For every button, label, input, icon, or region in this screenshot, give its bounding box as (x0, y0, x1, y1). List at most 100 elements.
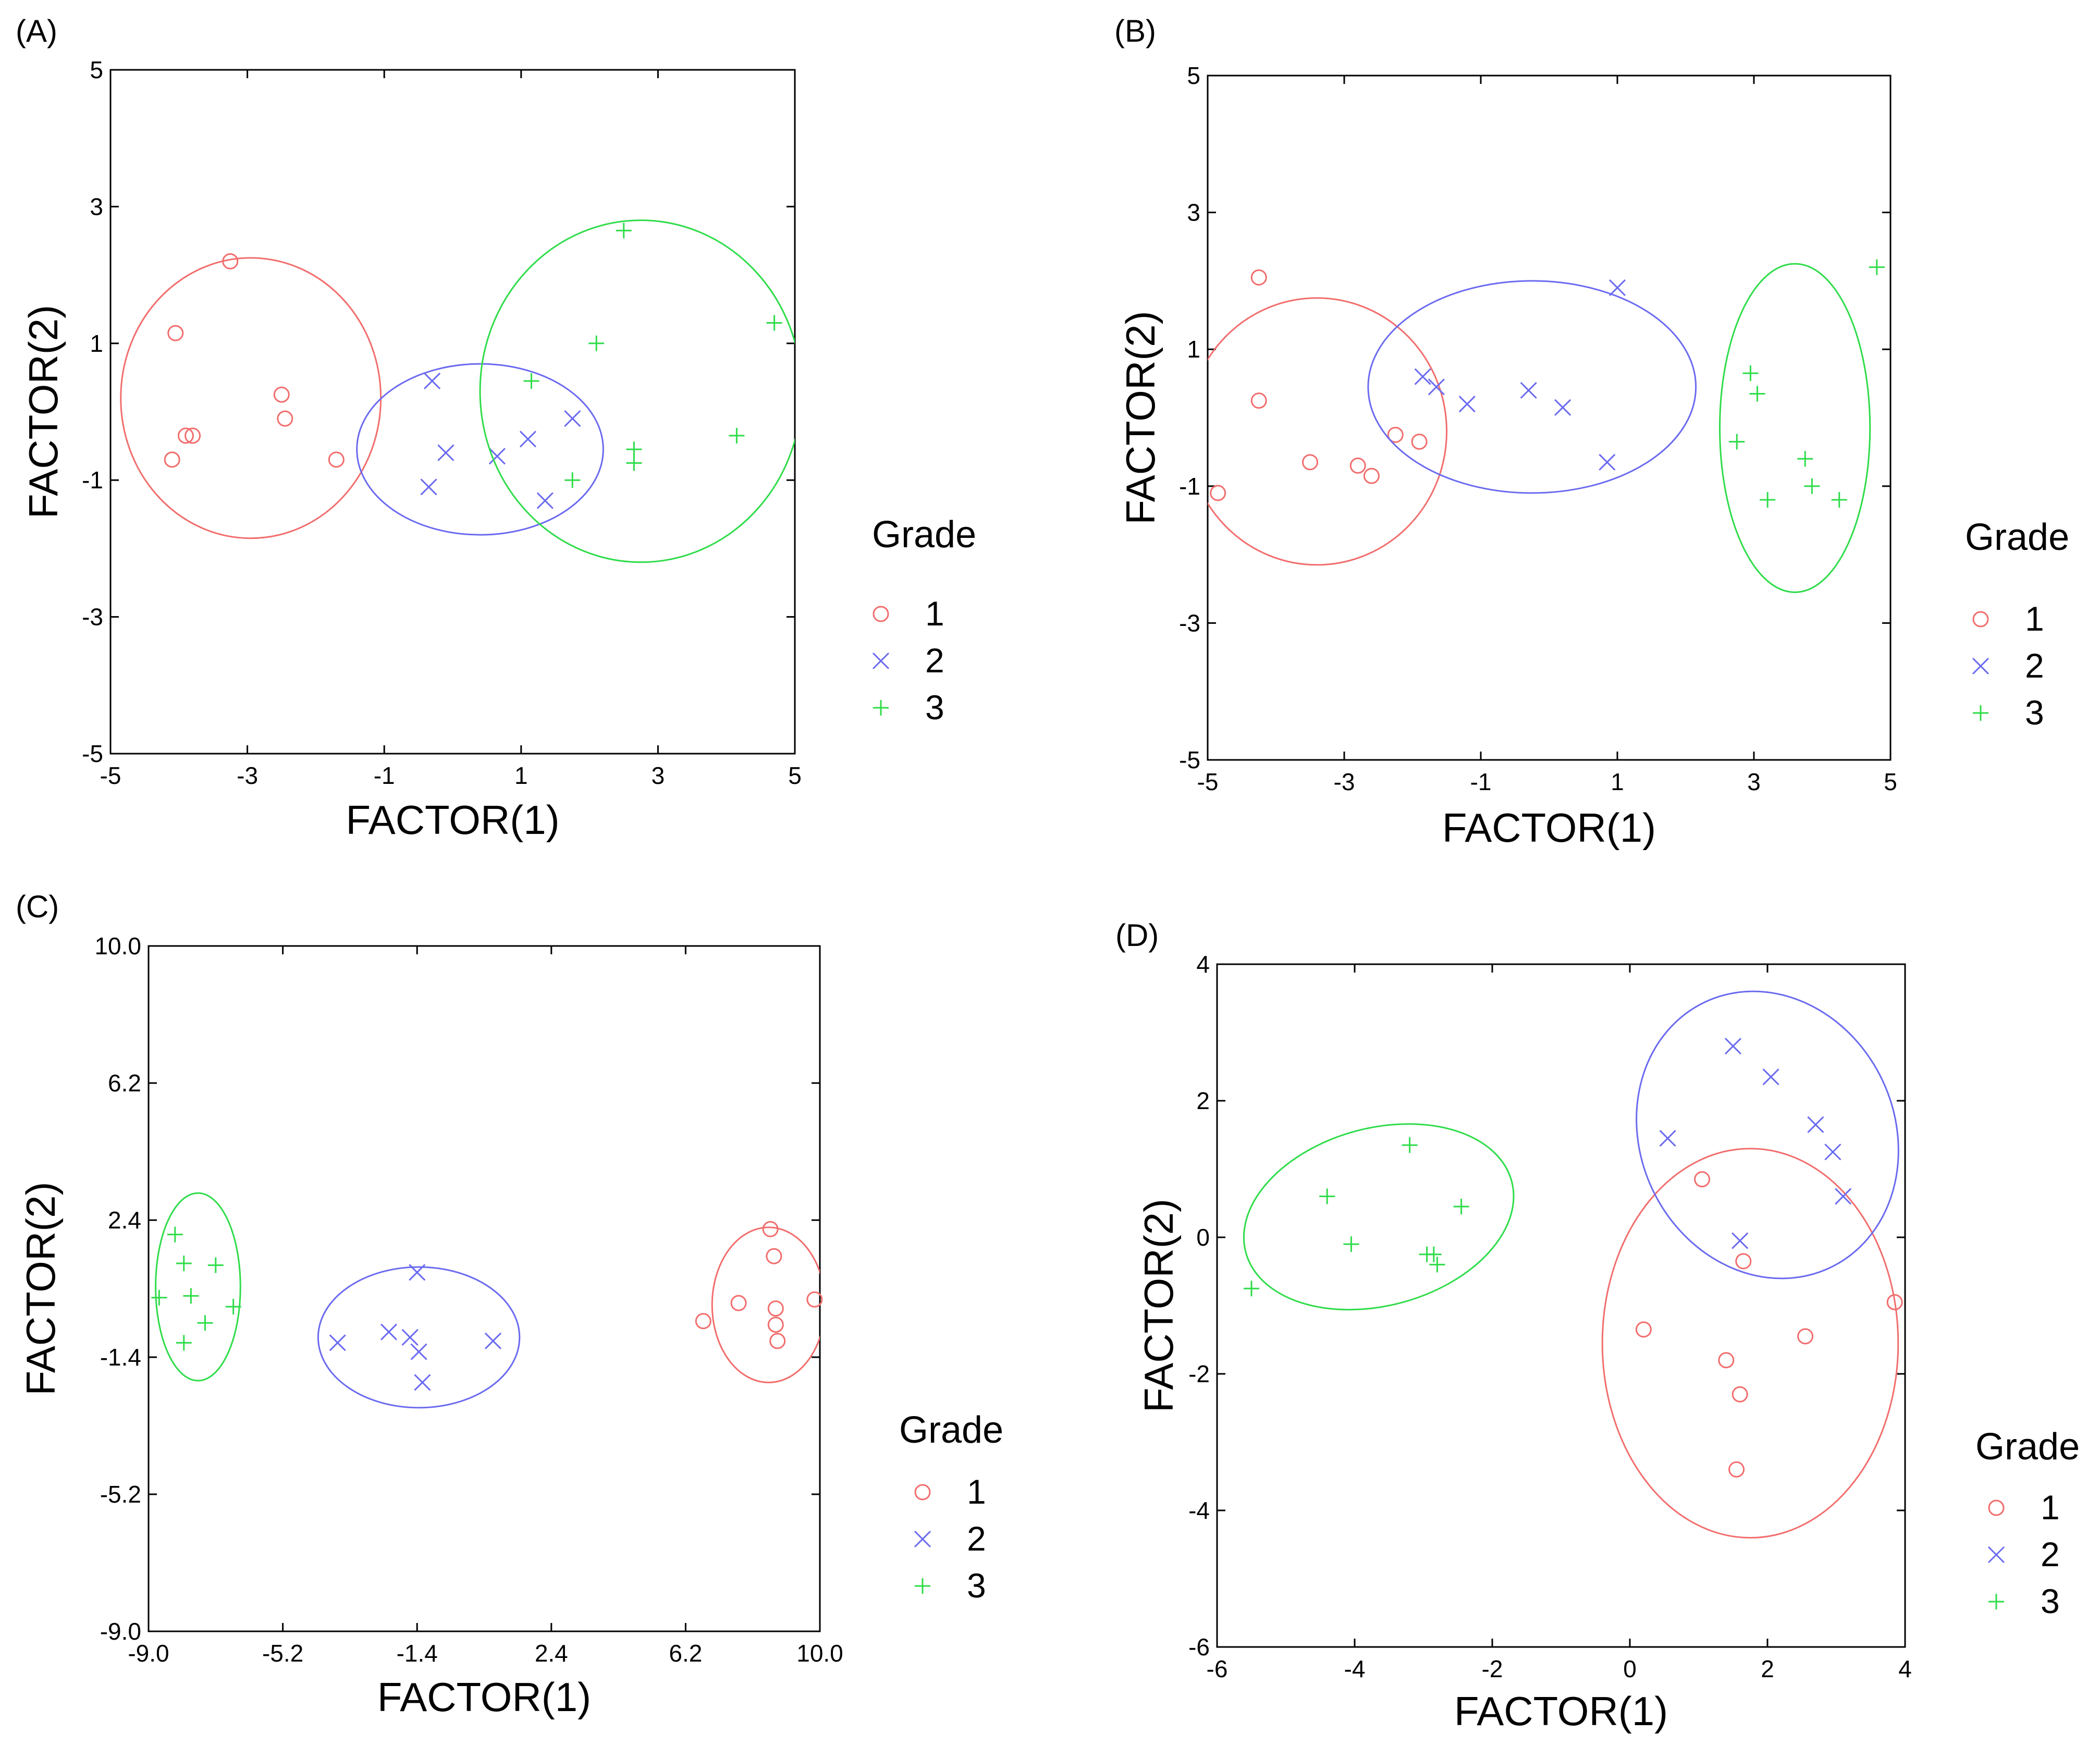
data-point-grade-1 (1694, 1171, 1711, 1188)
confidence-ellipse-grade-2 (317, 1266, 521, 1409)
data-point-grade-3 (588, 335, 605, 351)
x-tick-label: 1 (1611, 768, 1624, 795)
confidence-ellipse-grade-1 (711, 1226, 820, 1383)
x-tick-label: -4 (1344, 1655, 1366, 1682)
x-tick-label: -6 (1207, 1655, 1228, 1682)
y-axis-label: FACTOR(2) (18, 1182, 64, 1395)
confidence-ellipse-grade-1 (1601, 1148, 1899, 1539)
data-point-grade-1 (1735, 1253, 1752, 1270)
series-grade-3 (1243, 1123, 1515, 1311)
confidence-ellipse-grade-1 (120, 257, 382, 539)
data-point-grade-1 (1718, 1352, 1735, 1369)
data-point-grade-2 (410, 1343, 427, 1360)
x-tick-label: 1 (514, 762, 528, 789)
data-point-grade-2 (1554, 399, 1571, 416)
data-point-grade-1 (1411, 433, 1428, 450)
y-tick-label: -3 (82, 604, 103, 631)
data-point-grade-3 (523, 373, 539, 389)
x-tick-label: -3 (237, 762, 258, 789)
data-point-grade-1 (806, 1291, 823, 1308)
legend-marker-grade-2 (872, 652, 890, 670)
chart-panel-3: (D) -6 -4 -2 0 2 4 -6 -4 -2 0 2 4 FACTOR(1) FACTOR(2) G… (1115, 918, 2080, 1734)
x-tick-label: -2 (1482, 1655, 1503, 1682)
data-point-grade-1 (177, 427, 194, 444)
data-point-grade-3 (1402, 1137, 1418, 1153)
legend-marker-grade-2 (914, 1530, 931, 1548)
data-point-grade-3 (207, 1257, 224, 1273)
data-point-grade-1 (767, 1300, 784, 1317)
data-point-grade-3 (176, 1256, 192, 1272)
chart-panel-2: (C) -9.0 -5.2 -1.4 2.4 6.2 10.0 -9.0 -5.2 -1.4 2.4… (16, 889, 1003, 1720)
data-point-grade-1 (1886, 1294, 1903, 1310)
data-point-grade-1 (769, 1333, 786, 1349)
legend-title: Grade (1975, 1426, 2080, 1468)
x-tick-label: -1 (374, 762, 395, 789)
data-point-grade-1 (1635, 1321, 1652, 1338)
data-point-grade-3 (1729, 434, 1745, 450)
data-point-grade-1 (1250, 392, 1267, 409)
x-tick-label: 5 (1884, 768, 1897, 795)
legend-label-grade-2: 2 (2025, 646, 2044, 685)
series-grade-1 (1208, 269, 1447, 566)
legend-marker-grade-3 (915, 1578, 930, 1594)
legend-marker-grade-1 (914, 1484, 931, 1501)
data-point-grade-2 (437, 444, 455, 461)
y-tick-label: -4 (1188, 1497, 1210, 1524)
legend-label-grade-3: 3 (925, 688, 944, 727)
data-point-grade-1 (167, 325, 184, 341)
x-tick-label: 10.0 (796, 1640, 843, 1667)
plot-frame (1207, 75, 1892, 761)
data-point-grade-1 (1210, 485, 1226, 501)
y-axis-label: FACTOR(2) (20, 305, 66, 519)
panel-label: (C) (16, 889, 59, 924)
data-point-grade-3 (1244, 1281, 1259, 1297)
data-point-grade-2 (1762, 1068, 1779, 1086)
legend-label-grade-3: 3 (2025, 693, 2044, 732)
data-point-grade-2 (1807, 1116, 1824, 1133)
plot-frame (148, 945, 821, 1632)
series-grade-3 (479, 219, 795, 563)
data-point-grade-3 (626, 441, 642, 458)
data-point-grade-1 (1728, 1461, 1745, 1478)
data-point-grade-1 (1302, 454, 1318, 471)
data-point-grade-3 (729, 427, 745, 444)
data-point-grade-1 (695, 1313, 711, 1330)
data-point-grade-3 (1831, 492, 1847, 508)
data-point-grade-2 (401, 1329, 419, 1346)
confidence-ellipse-grade-3 (1719, 263, 1871, 593)
legend-label-grade-2: 2 (967, 1519, 986, 1558)
x-tick-label: -5.2 (262, 1640, 303, 1667)
x-tick-label: 5 (788, 762, 802, 789)
x-tick-label: -9.0 (128, 1640, 169, 1667)
x-tick-label: -1.4 (397, 1640, 438, 1667)
data-point-grade-2 (1599, 453, 1616, 471)
plot-frame (109, 69, 796, 755)
data-point-grade-1 (767, 1317, 784, 1333)
legend-marker-grade-3 (1988, 1594, 2004, 1609)
plot-frame (1216, 963, 1906, 1648)
y-tick-label: -5 (1179, 746, 1200, 773)
series-grade-1 (120, 253, 382, 539)
legend-label-grade-1: 1 (967, 1472, 986, 1511)
data-point-grade-1 (222, 253, 239, 269)
legend-marker-grade-3 (873, 700, 889, 716)
legend-label-grade-3: 3 (2041, 1582, 2060, 1620)
data-point-grade-2 (1520, 382, 1537, 399)
x-tick-label: 0 (1623, 1655, 1637, 1682)
panel-label: (B) (1114, 14, 1156, 48)
data-point-grade-2 (409, 1264, 426, 1281)
x-tick-label: -5 (1197, 768, 1219, 795)
x-tick-label: 3 (1747, 768, 1761, 795)
x-axis-label: FACTOR(1) (346, 797, 559, 843)
data-point-grade-3 (564, 472, 581, 488)
legend-label-grade-2: 2 (2041, 1535, 2060, 1573)
confidence-ellipse-grade-1 (1208, 297, 1447, 566)
data-point-grade-2 (564, 410, 581, 427)
data-point-grade-3 (1429, 1257, 1445, 1273)
data-point-grade-2 (1731, 1232, 1749, 1249)
data-point-grade-2 (1414, 368, 1431, 385)
series-grade-3 (151, 1192, 241, 1382)
data-point-grade-3 (1742, 365, 1759, 382)
y-axis-label: FACTOR(2) (1136, 1199, 1182, 1412)
panel-label: (A) (16, 14, 57, 48)
